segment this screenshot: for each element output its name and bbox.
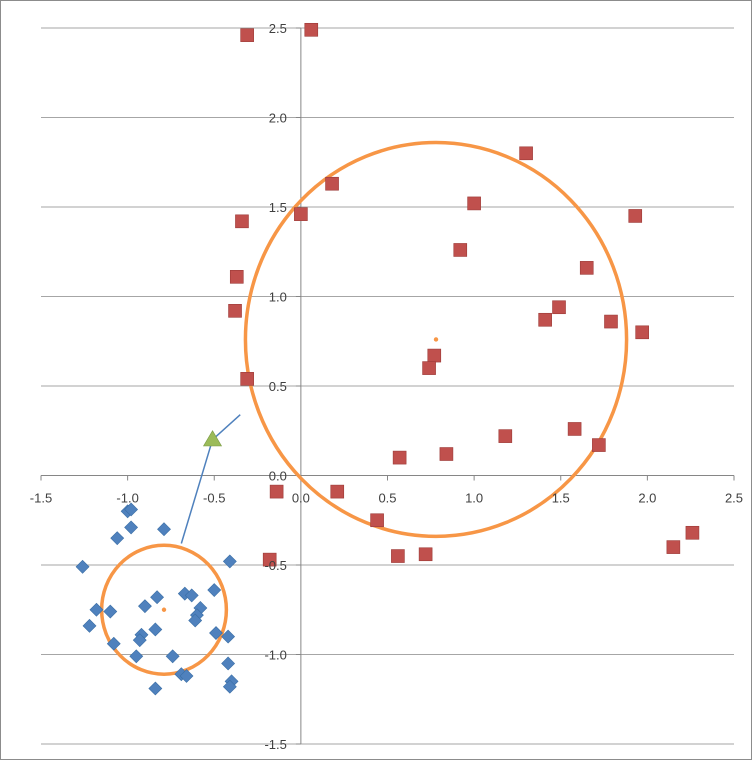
diamond-point bbox=[221, 656, 236, 671]
square-point bbox=[439, 447, 454, 461]
square-point bbox=[370, 513, 384, 528]
square-point bbox=[418, 547, 433, 562]
diamond-point bbox=[209, 626, 223, 640]
diamond-point bbox=[222, 554, 237, 569]
diamond-point bbox=[222, 679, 237, 694]
x-tick-label: 0.0 bbox=[292, 491, 310, 506]
square-point bbox=[453, 243, 468, 257]
square-point bbox=[228, 304, 242, 318]
y-tick-label: 1.5 bbox=[269, 200, 287, 215]
diamond-point bbox=[138, 599, 152, 614]
square-point bbox=[538, 312, 552, 327]
x-tick-label: 2.0 bbox=[638, 491, 656, 506]
y-tick-label: -1.0 bbox=[264, 648, 286, 663]
y-tick-label: 0.0 bbox=[269, 469, 287, 484]
diamond-point bbox=[110, 531, 125, 546]
connector-line bbox=[212, 414, 241, 441]
square-point bbox=[604, 314, 618, 329]
diamond-point bbox=[106, 636, 121, 651]
y-tick-label: 2.5 bbox=[269, 21, 287, 36]
square-point bbox=[592, 438, 606, 452]
y-tick-label: 1.0 bbox=[269, 290, 287, 305]
square-point bbox=[325, 176, 339, 191]
x-tick-label: 2.5 bbox=[725, 491, 743, 506]
square-point bbox=[391, 549, 405, 563]
square-point bbox=[422, 361, 436, 375]
diamond-point bbox=[75, 559, 90, 574]
square-point bbox=[392, 450, 407, 465]
square-point bbox=[685, 525, 700, 540]
diamond-point bbox=[129, 649, 144, 664]
diamond-point bbox=[221, 629, 236, 644]
diamond-point bbox=[82, 618, 97, 633]
x-tick-label: 0.5 bbox=[378, 491, 396, 506]
square-point bbox=[666, 540, 681, 554]
triangle-point bbox=[202, 430, 223, 447]
diamond-point bbox=[132, 633, 147, 648]
square-point bbox=[229, 270, 244, 284]
square-point bbox=[635, 325, 649, 340]
x-tick-label: 1.0 bbox=[465, 491, 483, 506]
diamond-point bbox=[148, 622, 163, 637]
square-point bbox=[498, 429, 513, 443]
square-point bbox=[294, 207, 308, 221]
square-point bbox=[579, 261, 594, 275]
diamond-point bbox=[124, 520, 139, 535]
x-tick-label: -0.5 bbox=[203, 491, 225, 506]
diamond-point bbox=[148, 681, 163, 696]
y-tick-label: -1.5 bbox=[264, 737, 286, 752]
square-point bbox=[262, 552, 277, 567]
center-point bbox=[161, 607, 167, 612]
x-tick-label: -1.0 bbox=[116, 491, 138, 506]
square-point bbox=[240, 372, 254, 386]
square-point bbox=[628, 209, 643, 223]
square-point bbox=[330, 484, 345, 499]
diamond-point bbox=[103, 604, 118, 619]
y-tick-label: -0.5 bbox=[264, 558, 286, 573]
diamond-point bbox=[165, 649, 180, 664]
x-tick-label: 1.5 bbox=[552, 491, 570, 506]
square-point bbox=[304, 22, 319, 37]
square-point bbox=[240, 28, 254, 42]
diamond-point bbox=[188, 613, 203, 628]
y-tick-label: 2.0 bbox=[269, 111, 287, 126]
square-point bbox=[427, 348, 442, 363]
square-point bbox=[552, 300, 566, 315]
x-tick-label: -1.5 bbox=[30, 491, 52, 506]
y-tick-label: 0.5 bbox=[269, 379, 287, 394]
diamond-point bbox=[150, 590, 165, 605]
square-point bbox=[467, 196, 481, 211]
diamond-point bbox=[184, 588, 199, 603]
diamond-point bbox=[207, 583, 222, 597]
diamond-point bbox=[179, 669, 194, 683]
diamond-point bbox=[89, 602, 104, 617]
cluster-circle bbox=[243, 140, 629, 539]
diamond-point bbox=[124, 502, 139, 517]
square-point bbox=[235, 214, 249, 229]
connector-line bbox=[180, 439, 214, 544]
square-point bbox=[567, 422, 582, 436]
center-point bbox=[433, 337, 439, 342]
square-point bbox=[519, 146, 533, 161]
diamond-point bbox=[157, 522, 171, 537]
square-point bbox=[269, 484, 284, 499]
